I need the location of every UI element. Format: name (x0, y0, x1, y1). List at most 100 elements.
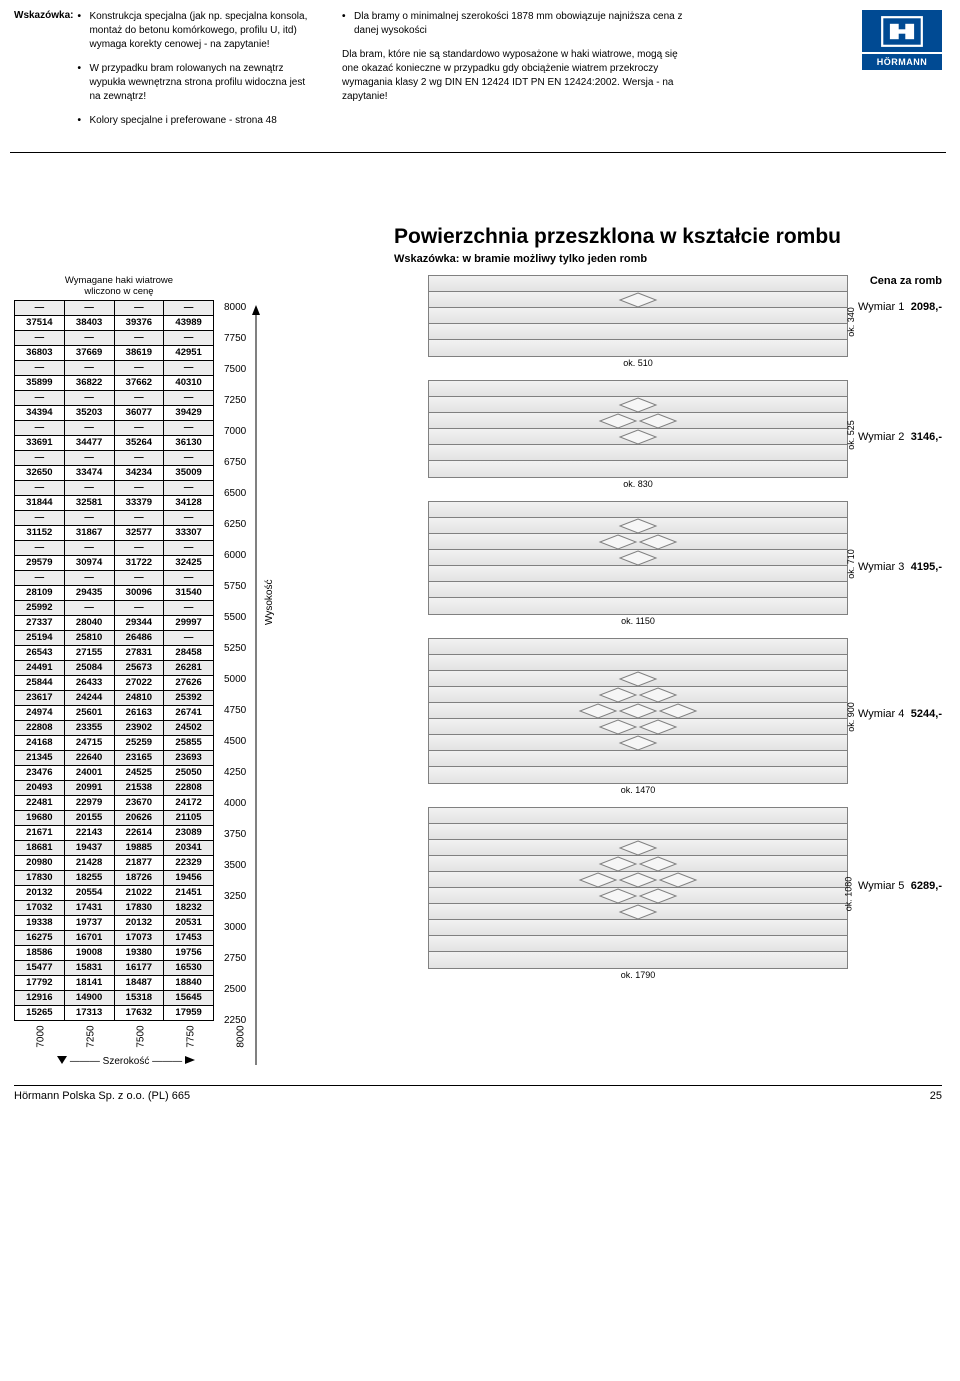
table-cell: 34234 (114, 465, 164, 480)
romb-panel: ok. 525ok. 830 (428, 380, 848, 489)
romb-panel: ok. 1080ok. 1790 (428, 807, 848, 980)
table-cell: 17431 (64, 900, 114, 915)
table-cell: — (15, 420, 65, 435)
table-cell: 14900 (64, 990, 114, 1005)
table-cell: — (114, 510, 164, 525)
table-cell: — (164, 630, 214, 645)
table-cell: 31152 (15, 525, 65, 540)
table-cell: 34477 (64, 435, 114, 450)
table-cell: — (164, 540, 214, 555)
table-cell: 42951 (164, 345, 214, 360)
table-cell: 18141 (64, 975, 114, 990)
table-cell: 18255 (64, 870, 114, 885)
romb-panel: ok. 710ok. 1150 (428, 501, 848, 626)
table-cell: 18487 (114, 975, 164, 990)
table-cell: 32425 (164, 555, 214, 570)
table-cell: 18840 (164, 975, 214, 990)
table-cell: 17830 (15, 870, 65, 885)
table-cell: 23693 (164, 750, 214, 765)
table-cell: — (164, 330, 214, 345)
table-cell: 16530 (164, 960, 214, 975)
price-table: ————37514384033937643989————368033766938… (14, 300, 214, 1021)
table-cell: 27626 (164, 675, 214, 690)
table-cell: 20132 (114, 915, 164, 930)
table-cell: 24715 (64, 735, 114, 750)
note-label: Wskazówka: (14, 10, 73, 138)
table-cell: — (15, 450, 65, 465)
table-cell: 21538 (114, 780, 164, 795)
table-cell: 34128 (164, 495, 214, 510)
table-cell: 19885 (114, 840, 164, 855)
romb-panel: ok. 340ok. 510 (428, 275, 848, 368)
table-cell: — (114, 420, 164, 435)
notes-paragraph: Dla bram, które nie są standardowo wypos… (342, 48, 692, 104)
table-cell: 17830 (114, 900, 164, 915)
table-cell: 35899 (15, 375, 65, 390)
table-cell: 25673 (114, 660, 164, 675)
table-cell: 24244 (64, 690, 114, 705)
table-cell: — (15, 390, 65, 405)
table-cell: — (64, 420, 114, 435)
table-cell: 23355 (64, 720, 114, 735)
y-axis-ticks: 8000775075007250700067506500625060005750… (224, 300, 246, 1044)
table-cell: 26741 (164, 705, 214, 720)
table-cell: — (15, 480, 65, 495)
table-cell: — (64, 570, 114, 585)
table-cell: 22640 (64, 750, 114, 765)
note-bullet: Kolory specjalne i preferowane - strona … (77, 114, 314, 128)
table-cell: 16275 (15, 930, 65, 945)
table-cell: 29435 (64, 585, 114, 600)
table-cell: 29997 (164, 615, 214, 630)
table-cell: — (114, 300, 164, 315)
table-cell: — (114, 570, 164, 585)
table-cell: 15318 (114, 990, 164, 1005)
table-cell: 15831 (64, 960, 114, 975)
table-cell: — (15, 300, 65, 315)
table-cell: 19456 (164, 870, 214, 885)
table-cell: 26486 (114, 630, 164, 645)
table-cell: 28109 (15, 585, 65, 600)
brand-logo: HÖRMANN (862, 10, 942, 70)
price-row: Wymiar 34195,- (858, 561, 942, 573)
table-cell: 17032 (15, 900, 65, 915)
table-cell: — (64, 510, 114, 525)
table-cell: 39429 (164, 405, 214, 420)
table-cell: 24974 (15, 705, 65, 720)
table-cell: 24810 (114, 690, 164, 705)
table-cell: 19338 (15, 915, 65, 930)
table-cell: 20626 (114, 810, 164, 825)
table-cell: 31867 (64, 525, 114, 540)
table-cell: — (15, 510, 65, 525)
table-cell: 23476 (15, 765, 65, 780)
table-cell: 25194 (15, 630, 65, 645)
table-cell: 21105 (164, 810, 214, 825)
table-cell: 25084 (64, 660, 114, 675)
table-cell: 22979 (64, 795, 114, 810)
table-cell: 25992 (15, 600, 65, 615)
price-row: Wymiar 56289,- (858, 880, 942, 892)
table-cell: — (114, 390, 164, 405)
main-subtitle: Wskazówka: w bramie możliwy tylko jeden … (394, 253, 942, 265)
table-cell: 24172 (164, 795, 214, 810)
table-cell: 25392 (164, 690, 214, 705)
table-cell: 36803 (15, 345, 65, 360)
table-cell: — (15, 540, 65, 555)
main-title: Powierzchnia przeszklona w kształcie rom… (394, 225, 942, 249)
table-cell: 21877 (114, 855, 164, 870)
table-cell: 16177 (114, 960, 164, 975)
table-cell: 20980 (15, 855, 65, 870)
table-cell: 23165 (114, 750, 164, 765)
table-cell: 33307 (164, 525, 214, 540)
table-cell: — (64, 480, 114, 495)
table-cell: — (164, 480, 214, 495)
table-cell: — (64, 300, 114, 315)
x-axis-ticks: 70007250750077508000 (8, 1023, 258, 1050)
table-cell: — (164, 600, 214, 615)
table-cell: 24168 (15, 735, 65, 750)
table-cell: 19680 (15, 810, 65, 825)
table-cell: 33474 (64, 465, 114, 480)
table-cell: 36077 (114, 405, 164, 420)
table-cell: — (114, 480, 164, 495)
table-cell: 29579 (15, 555, 65, 570)
table-cell: — (114, 600, 164, 615)
